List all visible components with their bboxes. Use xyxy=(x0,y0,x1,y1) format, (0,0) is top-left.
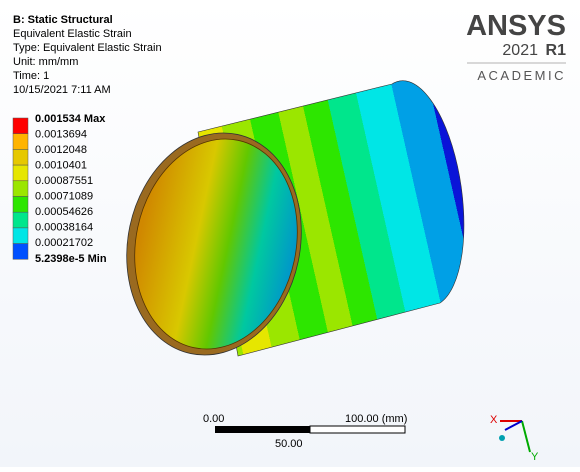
scale-middle: 50.00 xyxy=(275,438,303,450)
scale-start: 0.00 xyxy=(203,413,224,425)
model xyxy=(126,80,465,357)
scale-segment xyxy=(215,426,310,433)
legend-swatch xyxy=(12,211,29,229)
scale-segment xyxy=(309,425,406,434)
logo-release: R1 xyxy=(546,42,567,59)
legend-swatch xyxy=(12,180,29,197)
legend-swatch xyxy=(12,243,29,260)
header-line: 10/15/2021 7:11 AM xyxy=(13,84,111,96)
logo: ANSYS 2021 R1 ACADEMIC xyxy=(466,10,566,83)
triad-y-axis xyxy=(521,420,531,453)
header-title: B: Static Structural xyxy=(13,14,113,26)
scale-bar: 0.00 100.00 (mm) 50.00 xyxy=(203,413,407,450)
legend: 0.001534 Max 0.0013694 0.0012048 0.00104… xyxy=(12,113,107,265)
header-line: Equivalent Elastic Strain xyxy=(13,28,132,40)
legend-label: 0.0013694 xyxy=(35,129,87,141)
triad-z-axis xyxy=(504,420,523,431)
logo-version: 2021 xyxy=(502,42,538,59)
legend-swatch xyxy=(12,149,29,166)
legend-label: 0.00087551 xyxy=(35,175,93,187)
header-line: Time: 1 xyxy=(13,70,49,82)
triad-iso xyxy=(499,435,505,441)
triad-x-label: X xyxy=(490,414,498,426)
legend-label: 0.00054626 xyxy=(35,206,93,218)
cylinder-interior xyxy=(134,138,298,350)
legend-label: 0.00071089 xyxy=(35,191,93,203)
legend-label: 5.2398e-5 Min xyxy=(35,253,107,265)
legend-swatch xyxy=(12,117,29,134)
scale-end: 100.00 (mm) xyxy=(345,413,407,425)
legend-swatch xyxy=(12,196,29,213)
legend-swatch xyxy=(12,227,29,244)
logo-edition: ACADEMIC xyxy=(477,68,566,83)
legend-label: 0.0012048 xyxy=(35,144,87,156)
header: B: Static Structural Equivalent Elastic … xyxy=(13,14,162,96)
logo-brand: ANSYS xyxy=(466,10,566,42)
legend-swatch xyxy=(12,164,29,182)
header-line: Type: Equivalent Elastic Strain xyxy=(13,42,162,54)
legend-swatch xyxy=(12,133,29,150)
legend-label: 0.001534 Max xyxy=(35,113,106,125)
triad: X Y xyxy=(490,414,539,463)
legend-label: 0.00021702 xyxy=(35,237,93,249)
legend-label: 0.00038164 xyxy=(35,222,93,234)
triad-y-label: Y xyxy=(531,451,539,463)
header-line: Unit: mm/mm xyxy=(13,56,78,68)
legend-label: 0.0010401 xyxy=(35,160,87,172)
